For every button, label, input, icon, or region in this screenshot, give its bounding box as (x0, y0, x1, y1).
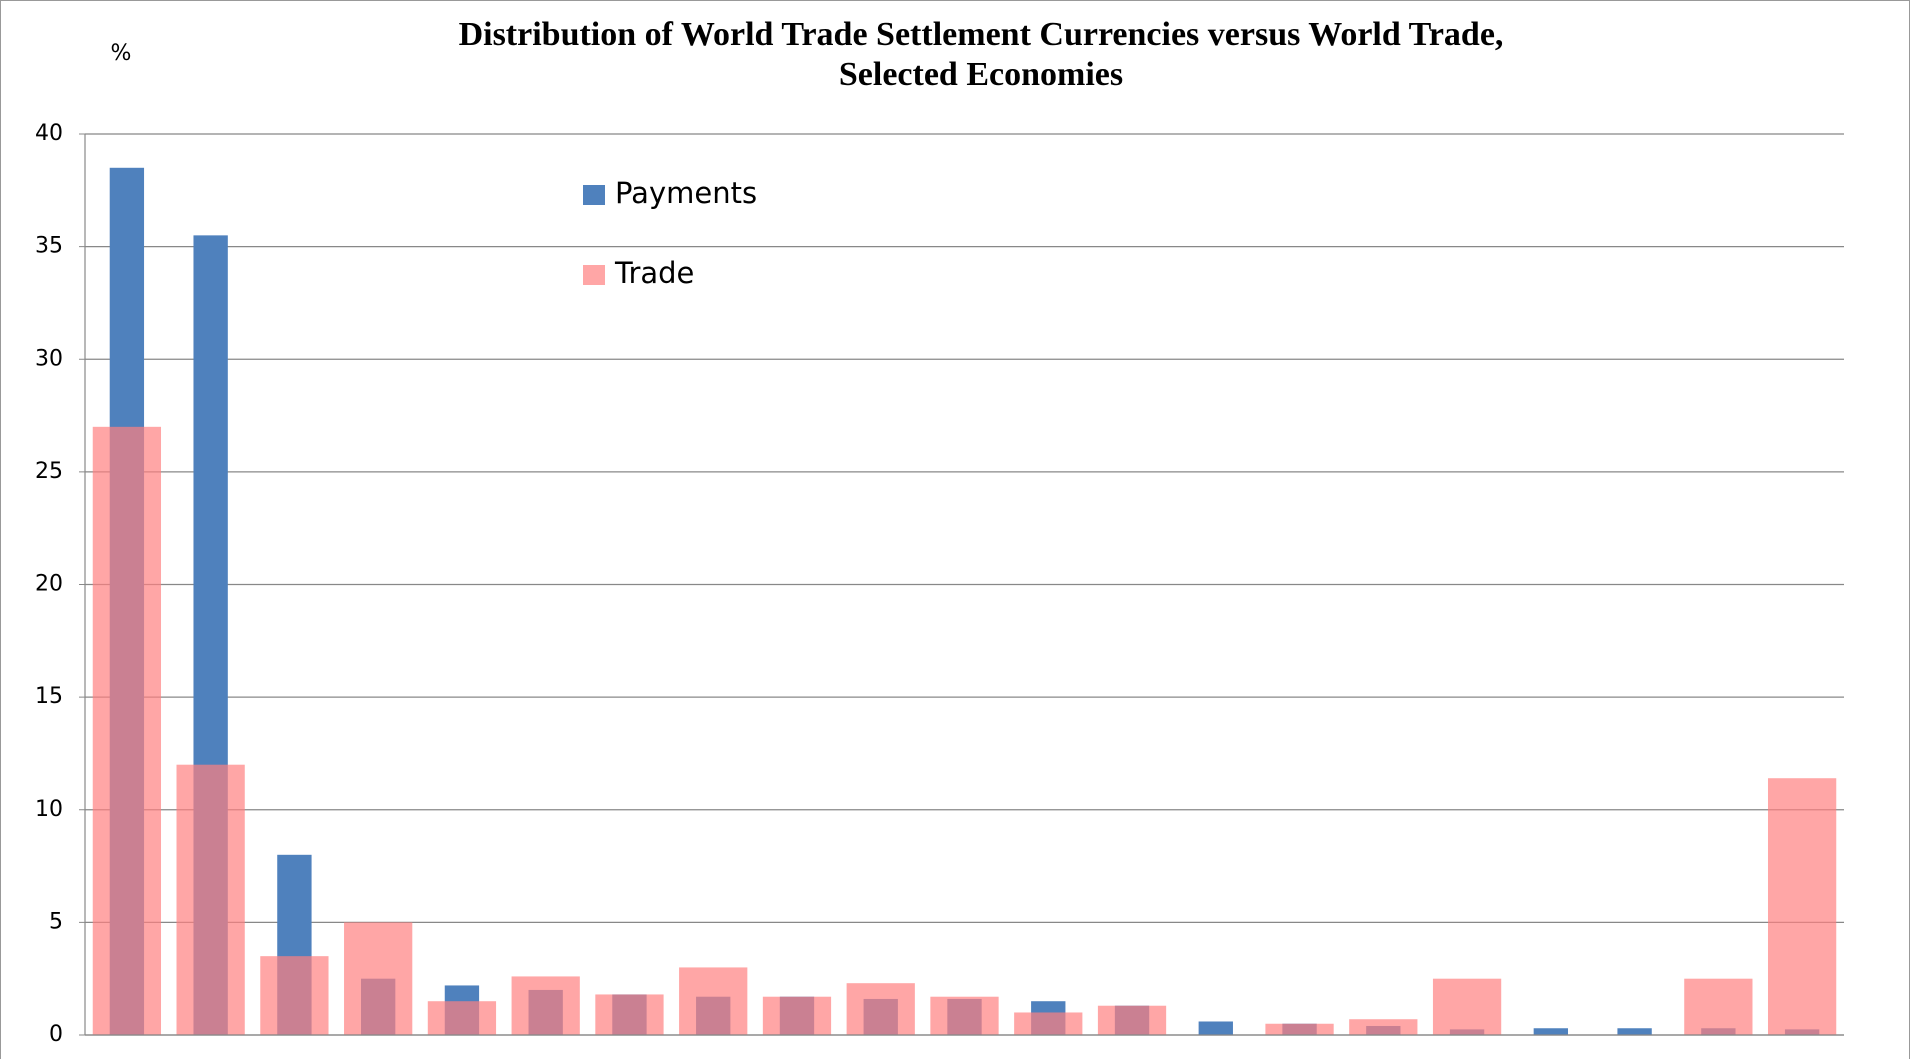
bar (1533, 1028, 1569, 1035)
bar (511, 976, 580, 1035)
bar (1265, 1023, 1334, 1035)
bar (595, 994, 664, 1035)
y-tick-label: 35 (35, 234, 63, 259)
bar (846, 983, 915, 1035)
bar (427, 1001, 497, 1035)
y-tick-label: 0 (49, 1022, 63, 1047)
bar (930, 996, 999, 1035)
y-tick-label: 5 (49, 909, 63, 934)
legend-swatch (583, 185, 605, 205)
y-tick-label: 15 (35, 684, 63, 709)
chart-title: Selected Economies (839, 56, 1123, 93)
bar (1349, 1019, 1418, 1035)
y-tick-label: 40 (35, 121, 63, 146)
bar (679, 967, 748, 1035)
legend-label: Trade (614, 256, 694, 290)
bar (92, 426, 162, 1035)
bar (1014, 1012, 1083, 1035)
legend-label: Payments (615, 176, 757, 210)
bar (176, 764, 245, 1035)
y-tick-label: 10 (35, 797, 63, 822)
bar (1767, 778, 1837, 1035)
legend-swatch (583, 265, 605, 285)
y-tick-label: 30 (35, 346, 63, 371)
y-axis-label: % (111, 41, 132, 66)
bar (1684, 978, 1753, 1035)
y-tick-label: 20 (35, 572, 63, 597)
bar (1432, 978, 1502, 1035)
bar (1097, 1005, 1167, 1035)
y-tick-label: 25 (35, 459, 63, 484)
bar (260, 956, 329, 1035)
bar (1617, 1028, 1652, 1035)
bar (344, 922, 413, 1035)
chart-title: Distribution of World Trade Settlement C… (459, 16, 1504, 53)
bar (762, 996, 832, 1035)
bar (1198, 1021, 1233, 1035)
